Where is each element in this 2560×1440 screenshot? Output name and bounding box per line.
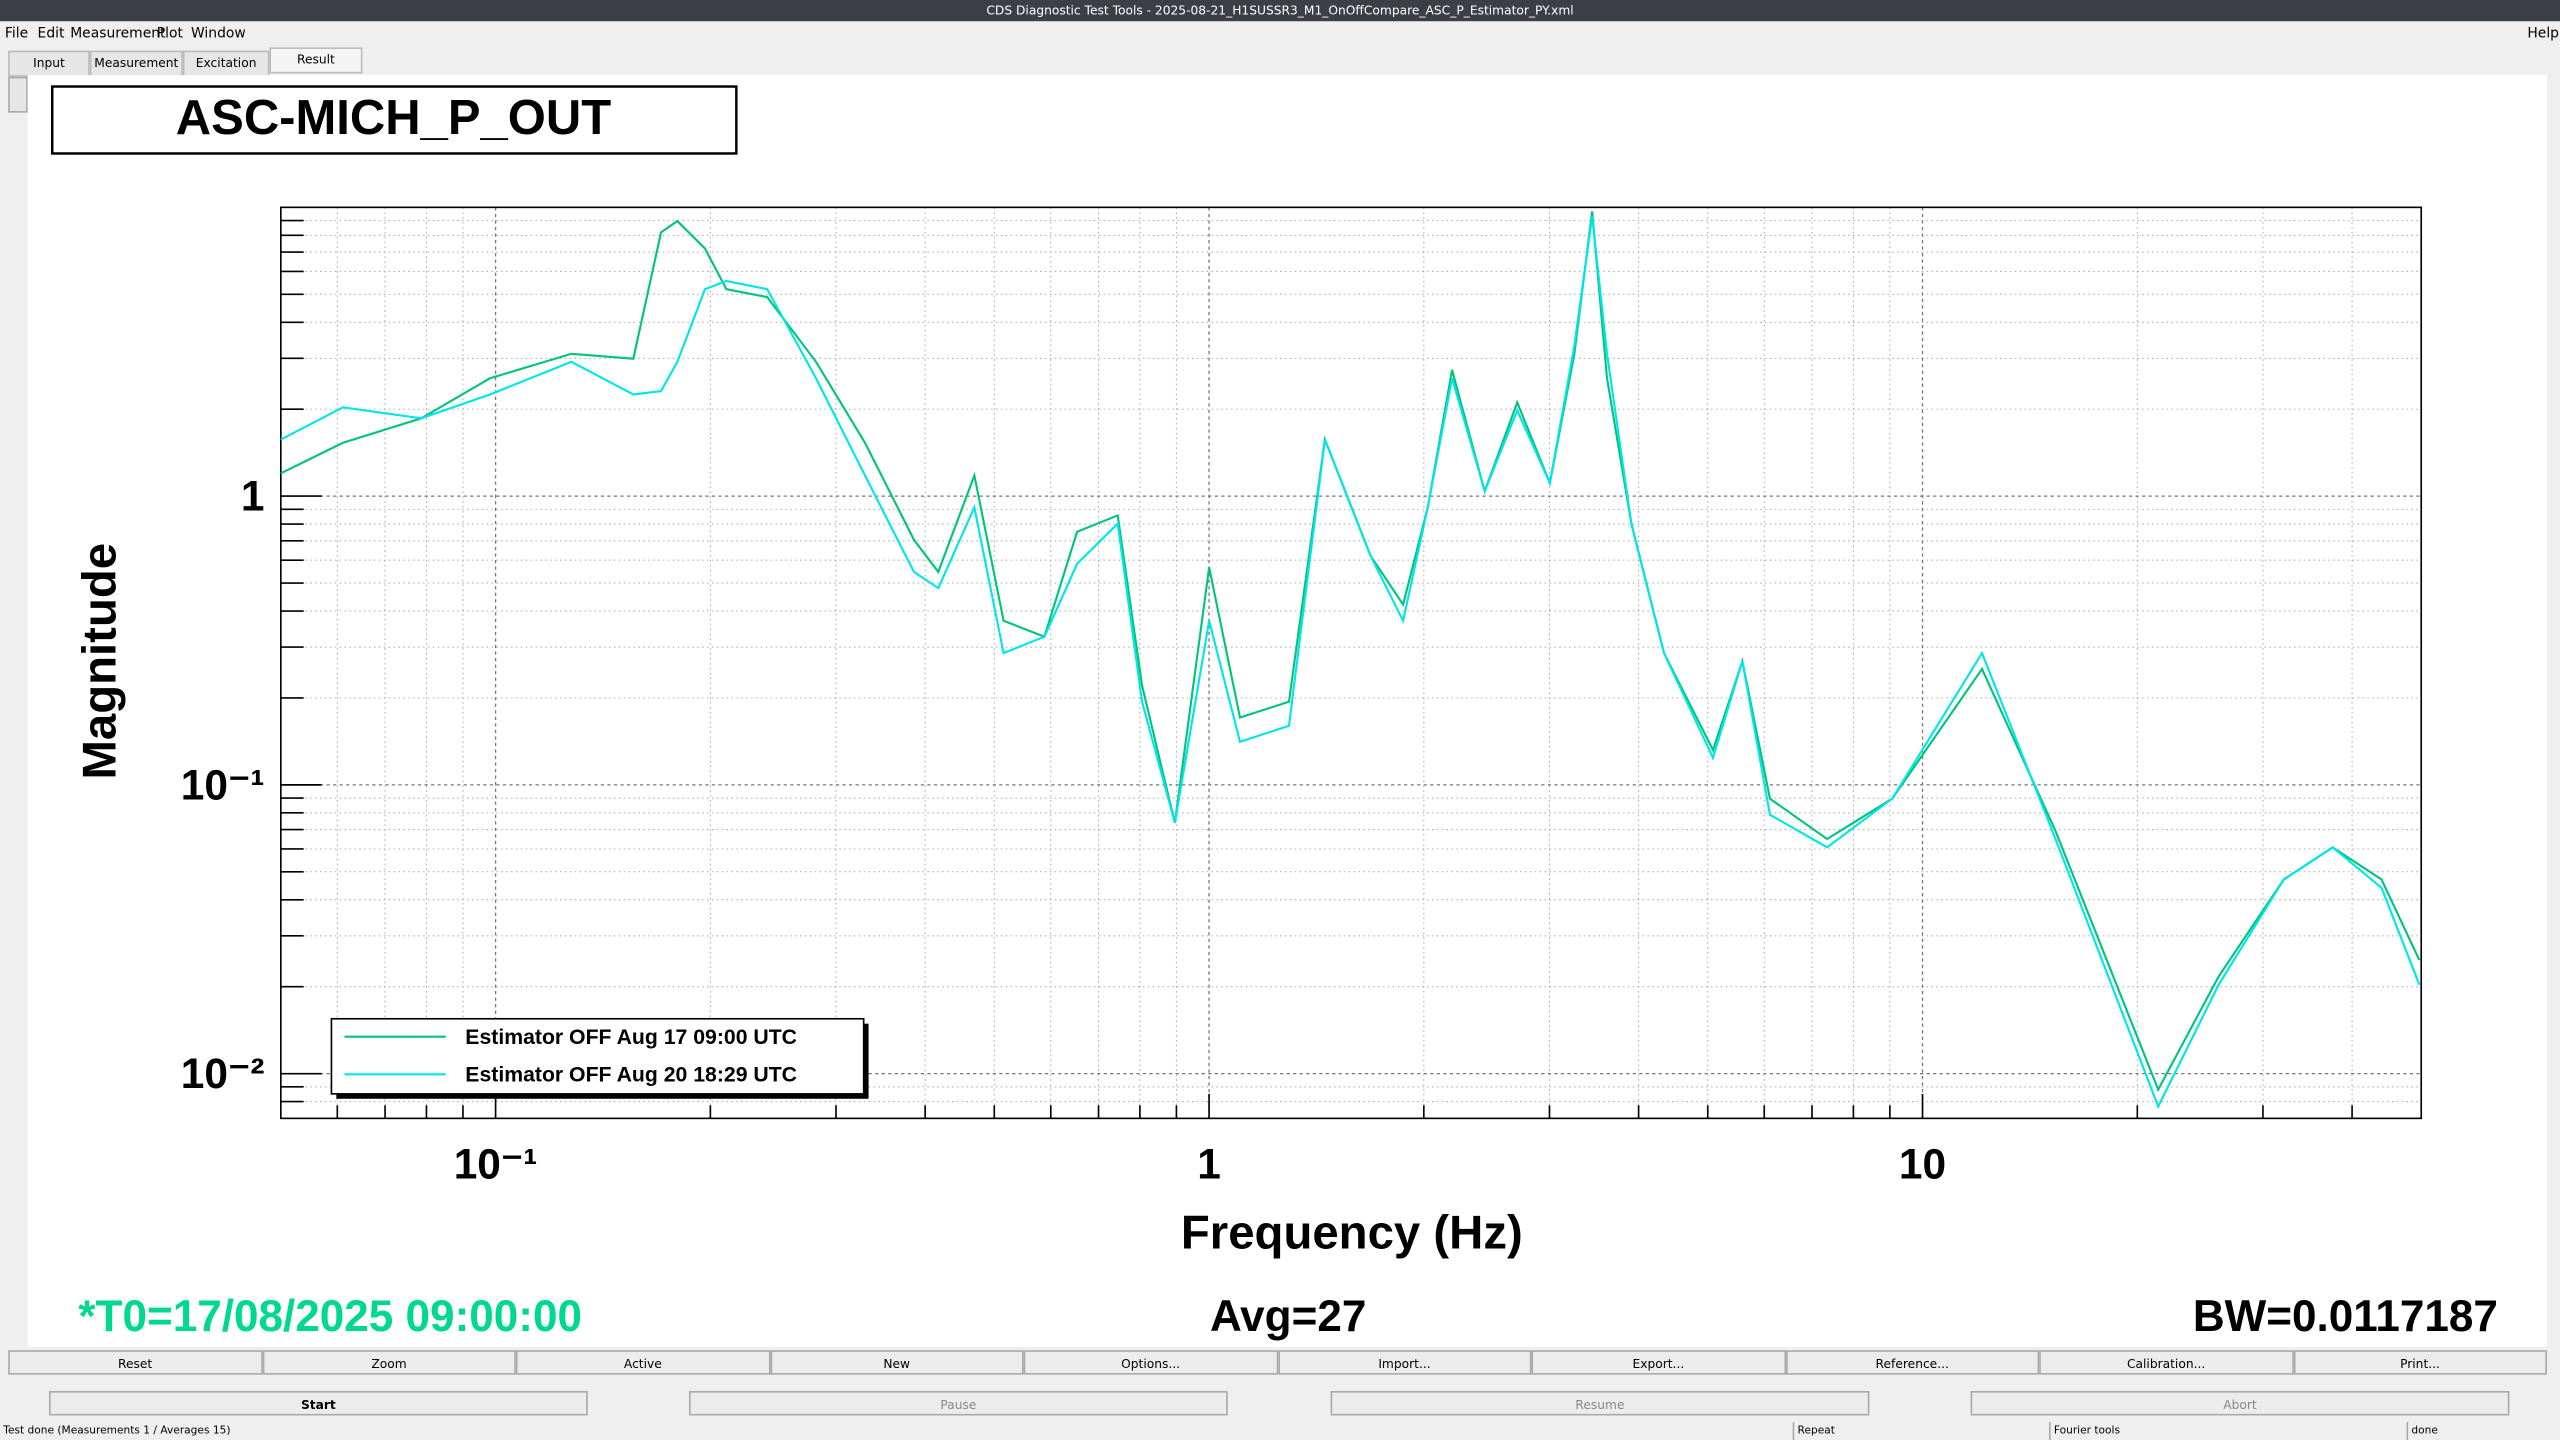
t0-info: *T0=17/08/2025 09:00:00	[78, 1292, 582, 1341]
run-button[interactable]: Resume	[1330, 1391, 1870, 1416]
legend-label: Estimator OFF Aug 17 09:00 UTC	[465, 1026, 797, 1049]
button[interactable]: Import...	[1277, 1350, 1532, 1375]
button[interactable]: Options...	[1023, 1350, 1278, 1375]
menu-item[interactable]: Help	[2527, 26, 2560, 43]
legend	[330, 1017, 865, 1095]
menu-item[interactable]: Plot	[156, 26, 183, 43]
plot-title: ASC-MICH_P_OUT	[176, 91, 611, 145]
plot-panel	[27, 75, 2547, 1347]
button[interactable]: Print...	[2293, 1350, 2547, 1375]
menu-item[interactable]: File	[4, 26, 29, 43]
avg-info: Avg=27	[1210, 1292, 1366, 1341]
run-button[interactable]: Pause	[688, 1391, 1228, 1416]
button[interactable]: Export...	[1531, 1350, 1786, 1375]
y-axis-label: Magnitude	[73, 543, 126, 780]
x-tick-label: 1	[1197, 1141, 1221, 1188]
run-button[interactable]: Abort	[1970, 1391, 2510, 1416]
title-box	[51, 85, 738, 155]
tab[interactable]: Input	[8, 50, 90, 77]
series-line	[280, 211, 2421, 1093]
button[interactable]: Reset	[8, 1350, 263, 1375]
tab[interactable]: Result	[269, 47, 363, 74]
y-tick-label: 10⁻¹	[181, 761, 265, 808]
button[interactable]: New	[769, 1350, 1024, 1375]
x-tick-label: 10	[1899, 1141, 1946, 1188]
x-tick-label: 10⁻¹	[454, 1141, 538, 1188]
bw-info: BW=0.0117187	[2193, 1292, 2498, 1341]
x-axis-label: Frequency (Hz)	[1181, 1206, 1523, 1259]
plot-frame	[279, 206, 2423, 1120]
status-field: Fourier tools	[2048, 1422, 2407, 1440]
series-line	[280, 216, 2421, 1110]
title-bar: CDS Diagnostic Test Tools - 2025-08-21_H…	[0, 0, 2560, 22]
button[interactable]: Zoom	[262, 1350, 516, 1375]
status-field: Test done (Measurements 1 / Averages 15)	[3, 1423, 231, 1437]
menu-item[interactable]: Measurement	[70, 26, 166, 43]
legend-label: Estimator OFF Aug 20 18:29 UTC	[465, 1064, 797, 1087]
status-field: Repeat	[1792, 1422, 2049, 1440]
button[interactable]: Active	[515, 1350, 770, 1375]
scroll-arrows[interactable]	[8, 76, 28, 113]
button[interactable]: Reference...	[1785, 1350, 2040, 1375]
tab[interactable]: Excitation	[182, 50, 270, 77]
run-button[interactable]: Start	[48, 1391, 588, 1416]
button[interactable]: Calibration...	[2039, 1350, 2294, 1375]
menu-item[interactable]: Window	[191, 26, 246, 43]
y-tick-label: 10⁻²	[181, 1050, 265, 1097]
y-tick-label: 1	[241, 473, 265, 520]
menu-item[interactable]: Edit	[37, 26, 65, 43]
status-field: done	[2406, 1422, 2560, 1440]
